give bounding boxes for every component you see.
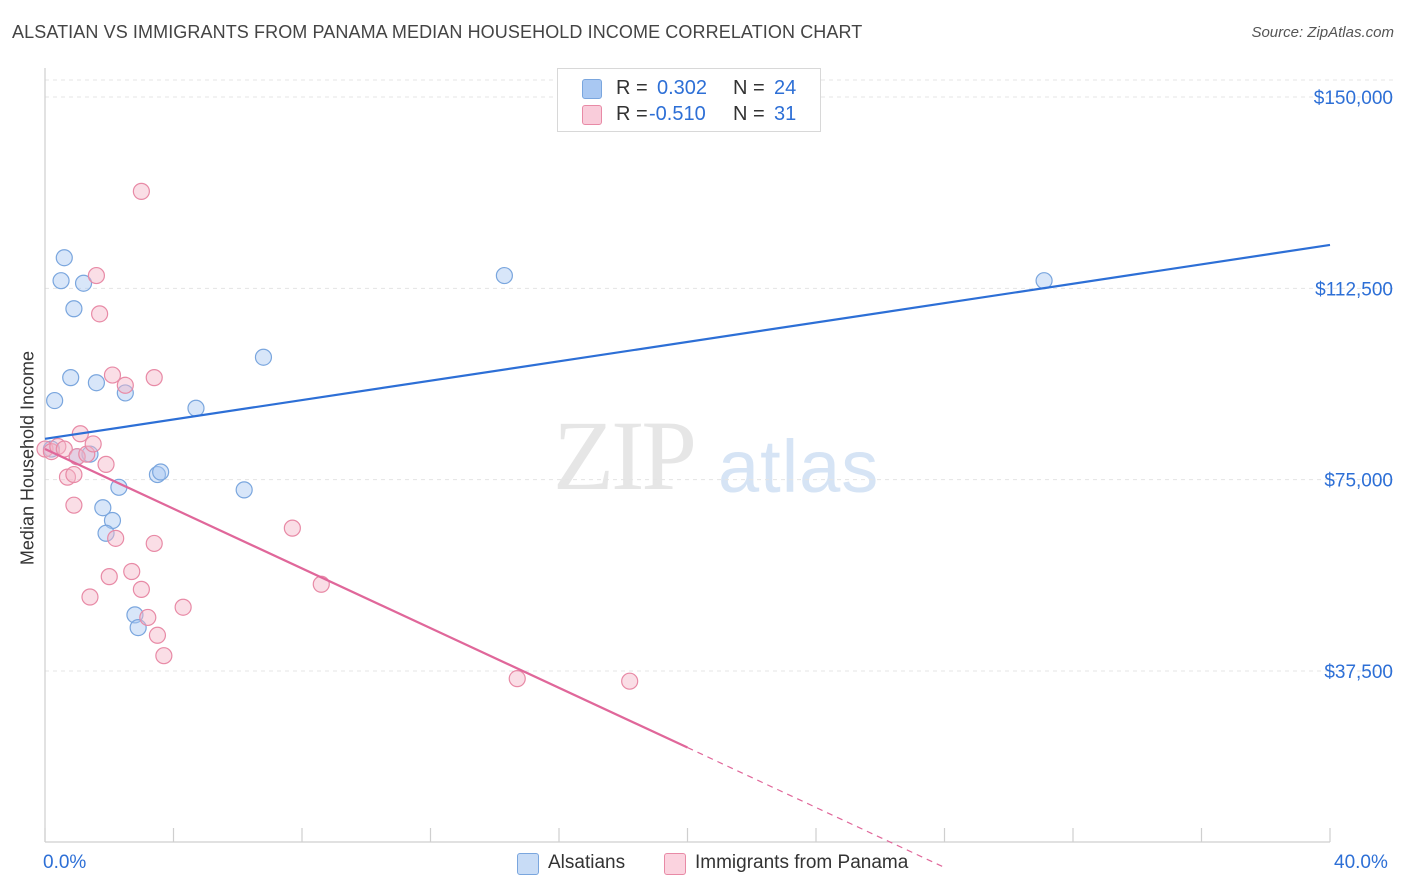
alsatian-point xyxy=(187,399,205,417)
alsatian-point xyxy=(235,481,253,499)
alsatians-legend-label: Alsatians xyxy=(548,852,626,873)
r-value: -0.510 xyxy=(649,103,706,125)
panama-swatch xyxy=(582,105,602,125)
watermark-zip: ZIP xyxy=(553,400,697,511)
n-value: 31 xyxy=(774,103,797,125)
alsatian-point xyxy=(152,463,170,481)
x-tick-max: 40.0% xyxy=(1334,852,1388,873)
alsatians-swatch xyxy=(582,79,602,99)
panama-point xyxy=(145,534,163,553)
alsatian-point xyxy=(94,499,112,517)
alsatian-point xyxy=(148,465,167,484)
panama-legend-swatch xyxy=(664,853,686,875)
y-tick-label: $112,500 xyxy=(1315,279,1393,300)
panama-point xyxy=(174,598,192,616)
panama-point xyxy=(155,647,173,665)
panama-point xyxy=(148,626,167,644)
panama-point xyxy=(139,608,157,627)
alsatian-point xyxy=(87,374,106,392)
panama-point xyxy=(65,465,83,484)
alsatian-point xyxy=(55,249,73,267)
alsatian-point xyxy=(65,300,83,318)
panama-point xyxy=(508,670,526,688)
source-credit: Source: ZipAtlas.com xyxy=(1251,24,1394,41)
r-label: R = xyxy=(616,77,648,99)
alsatian-point xyxy=(495,266,513,285)
y-tick-label: $150,000 xyxy=(1314,88,1393,109)
panama-point xyxy=(81,588,99,606)
panama-point xyxy=(107,529,125,547)
alsatian-point xyxy=(46,391,64,410)
panama-point xyxy=(103,366,122,384)
r-label: R = xyxy=(616,103,648,125)
panama-point xyxy=(312,575,330,593)
panama-point xyxy=(97,455,115,473)
panama-point xyxy=(621,672,639,690)
n-label: N = xyxy=(733,77,765,99)
panama-point xyxy=(87,266,106,285)
alsatian-point xyxy=(254,348,273,366)
x-tick-min: 0.0% xyxy=(43,852,87,873)
alsatian-point xyxy=(62,369,80,387)
r-value: 0.302 xyxy=(657,77,708,99)
panama-point xyxy=(65,496,83,514)
panama-point xyxy=(145,369,163,387)
alsatian-trendline xyxy=(44,243,1331,440)
alsatian-point xyxy=(74,274,93,292)
y-tick-label: $37,500 xyxy=(1324,662,1393,683)
panama-legend-label: Immigrants from Panama xyxy=(695,852,909,873)
chart-title: ALSATIAN VS IMMIGRANTS FROM PANAMA MEDIA… xyxy=(12,22,863,42)
panama-point xyxy=(123,562,141,581)
panama-point xyxy=(100,568,118,586)
stats-legend: R = 0.302 N = 24 R = -0.510 N = 31 xyxy=(557,68,821,132)
alsatian-point xyxy=(126,606,144,624)
y-axis-label: Median Household Income xyxy=(17,350,38,566)
panama-point xyxy=(84,435,102,453)
panama-point xyxy=(283,519,301,537)
panama-point xyxy=(132,182,150,200)
y-tick-label: $75,000 xyxy=(1324,471,1393,492)
panama-trendline-extension xyxy=(687,746,945,868)
panama-point xyxy=(132,580,150,598)
alsatians-legend-swatch xyxy=(517,853,539,875)
alsatian-point xyxy=(97,524,115,542)
watermark-atlas: atlas xyxy=(718,425,880,508)
n-value: 24 xyxy=(774,77,797,99)
n-label: N = xyxy=(733,103,765,125)
panama-point xyxy=(91,305,109,323)
panama-point xyxy=(78,445,96,463)
alsatian-point xyxy=(52,272,70,290)
panama-trendline xyxy=(44,448,688,749)
panama-point xyxy=(116,376,134,394)
